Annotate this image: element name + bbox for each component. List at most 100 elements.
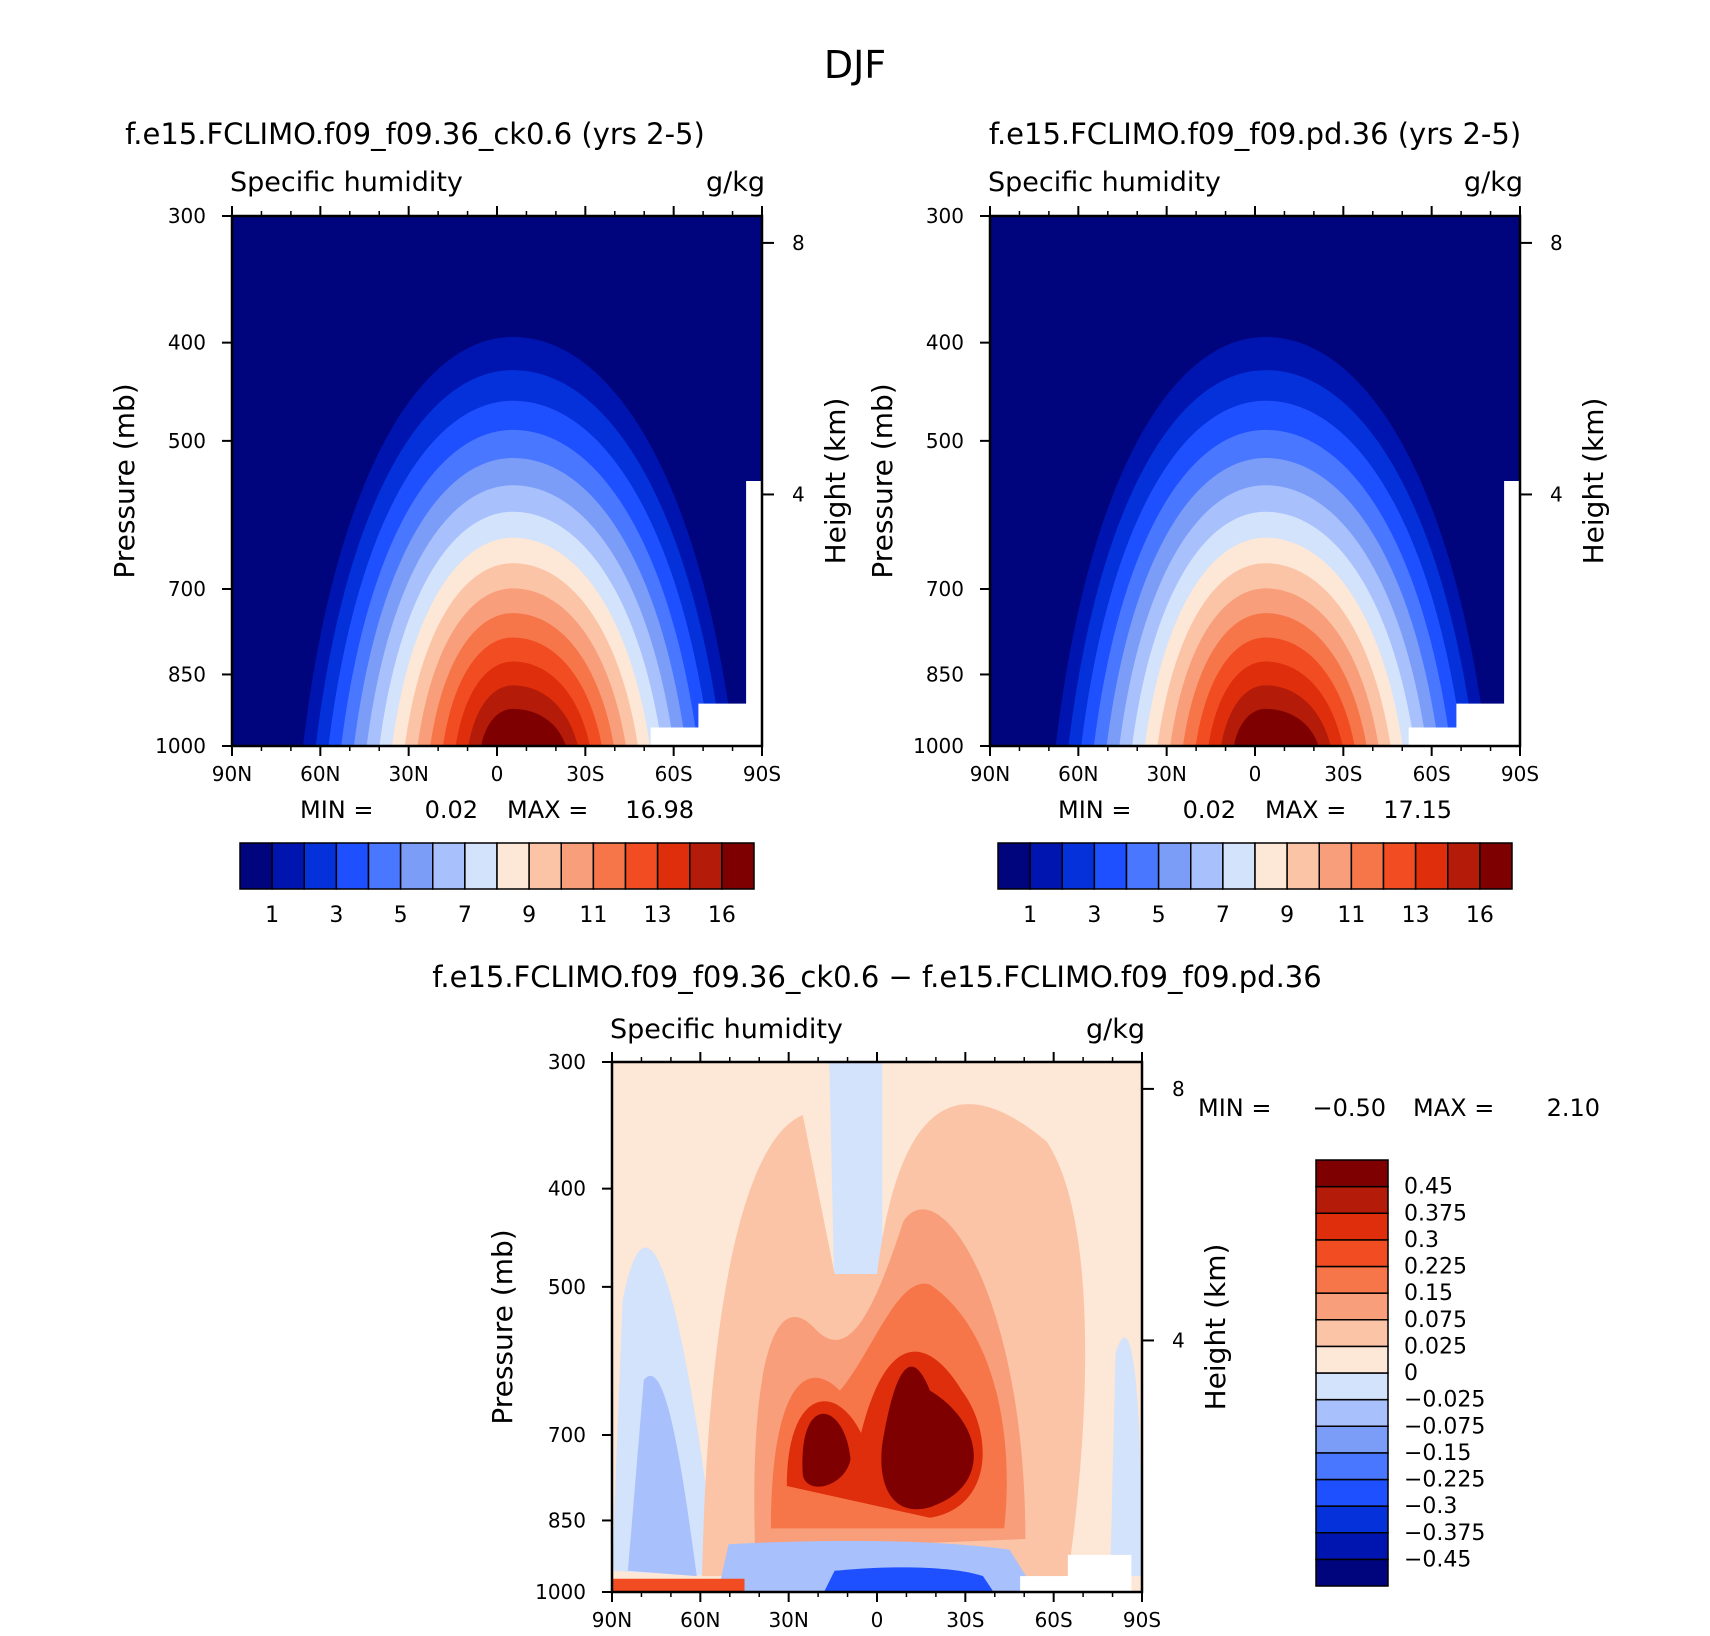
colorbar-box <box>303 842 338 890</box>
panel-3-max-label: MAX = <box>1413 1094 1494 1122</box>
y-tick-label: 1000 <box>913 734 964 758</box>
y-tick-label: 400 <box>168 331 206 355</box>
colorbar-box <box>689 842 723 890</box>
colorbar-box <box>399 842 434 890</box>
figure-title: DJF <box>824 43 886 87</box>
colorbar-box <box>1447 842 1481 890</box>
x-tick-label: 30N <box>768 1608 808 1632</box>
panel-1-min-value: 0.02 <box>425 796 478 824</box>
panel-1-variable-label: Specific humidity <box>230 167 463 198</box>
colorbar-label: 3 <box>329 903 343 928</box>
colorbar-label: 0.225 <box>1404 1255 1467 1280</box>
y-tick-label: 850 <box>168 662 206 686</box>
colorbar-label: −0.075 <box>1404 1414 1485 1439</box>
panel-3-ticks: 90N 60N 30N 0 30S 60S 90S 300 400 500 700 850 1000 8 4 <box>535 1050 1185 1632</box>
contour-band-15 <box>1233 708 1319 746</box>
contour-band-15 <box>481 708 566 746</box>
panel-2-y-axis-label: Pressure (mb) <box>866 383 899 578</box>
y-tick-label: 500 <box>926 429 964 453</box>
panel-1-max-value: 16.98 <box>625 796 694 824</box>
colorbar-box <box>1315 1265 1389 1294</box>
panel-1-min-label: MIN = <box>300 796 373 824</box>
colorbar-box <box>1350 842 1385 890</box>
x-tick-label: 30N <box>1146 762 1186 786</box>
x-tick-label: 30S <box>946 1608 984 1632</box>
y-tick-label: 400 <box>926 331 964 355</box>
colorbar-box <box>1315 1398 1389 1427</box>
panel-3-variable-label: Specific humidity <box>610 1014 843 1045</box>
panel-2-variable-label: Specific humidity <box>988 167 1221 198</box>
x-tick-label: 60S <box>1413 762 1451 786</box>
colorbar-box <box>1190 842 1224 890</box>
x-tick-label: 90S <box>743 762 781 786</box>
colorbar-box <box>496 842 530 890</box>
panel-3-colorbar: 0.450.3750.30.2250.150.0750.0250−0.025−0… <box>1315 1159 1485 1587</box>
colorbar-box <box>1125 842 1160 890</box>
colorbar-box <box>1315 1372 1389 1401</box>
panel-1-right-axis-label: Height (km) <box>819 398 852 565</box>
x-tick-label: 90N <box>592 1608 632 1632</box>
panel-3-max-value: 2.10 <box>1547 1094 1600 1122</box>
diff-right-blue <box>1110 1337 1142 1577</box>
colorbar-label: 1 <box>1023 903 1037 928</box>
colorbar-box <box>367 842 402 890</box>
panel-1-colorbar: 1 3 5 7 9 11 13 16 <box>239 842 755 928</box>
x-tick-label: 60S <box>1035 1608 1073 1632</box>
colorbar-label: 16 <box>1466 903 1494 928</box>
x-tick-label: 90N <box>212 762 252 786</box>
colorbar-label: 0.375 <box>1404 1201 1467 1226</box>
colorbar-box <box>1315 1558 1389 1587</box>
colorbar-box <box>1222 842 1256 890</box>
colorbar-box <box>335 842 370 890</box>
colorbar-box <box>1254 842 1288 890</box>
height-tick-label: 4 <box>1550 482 1563 506</box>
colorbar-label: −0.15 <box>1404 1441 1471 1466</box>
panel-3-units-label: g/kg <box>1086 1014 1145 1045</box>
colorbar-box <box>1315 1478 1389 1507</box>
colorbar-label: 9 <box>1280 903 1294 928</box>
colorbar-box <box>656 842 691 890</box>
panel-2-contour-field <box>990 216 1520 746</box>
panel-2-max-value: 17.15 <box>1383 796 1452 824</box>
colorbar-box <box>528 842 562 890</box>
colorbar-box <box>1315 1425 1389 1454</box>
x-tick-label: 0 <box>1249 762 1262 786</box>
panel-1-units-label: g/kg <box>706 167 765 198</box>
colorbar-box <box>1414 842 1449 890</box>
y-tick-label: 1000 <box>155 734 206 758</box>
colorbar-label: 5 <box>394 903 408 928</box>
x-tick-label: 0 <box>871 1608 884 1632</box>
colorbar-box <box>1029 842 1063 890</box>
panel-3-y-axis-label: Pressure (mb) <box>486 1229 519 1424</box>
height-tick-label: 8 <box>1172 1077 1185 1101</box>
colorbar-label: −0.225 <box>1404 1468 1485 1493</box>
diff-darkred-right <box>881 1366 974 1510</box>
colorbar-box <box>1315 1319 1389 1348</box>
x-tick-label: 90S <box>1123 1608 1161 1632</box>
colorbar-box <box>1061 842 1096 890</box>
colorbar-box <box>1315 1239 1389 1268</box>
panel-2-ticks: 90N 60N 30N 0 30S 60S 90S 300 400 500 700 850 1000 8 4 <box>913 204 1563 786</box>
missing-data-region <box>1020 1554 1132 1592</box>
x-tick-label: 90N <box>970 762 1010 786</box>
colorbar-label: 11 <box>1337 903 1365 928</box>
panel-1-ticks: 90N 60N 30N 0 30S 60S 90S 300 400 500 700 850 1000 8 4 <box>155 204 805 786</box>
y-tick-label: 700 <box>168 577 206 601</box>
colorbar-label: 11 <box>579 903 607 928</box>
colorbar-box <box>1093 842 1128 890</box>
colorbar-box <box>1315 1505 1389 1534</box>
diff-left-blue-2 <box>627 1375 697 1577</box>
x-tick-label: 0 <box>491 762 504 786</box>
colorbar-label: 5 <box>1152 903 1166 928</box>
colorbar-label: −0.375 <box>1404 1521 1485 1546</box>
diff-darkred-left <box>802 1413 851 1487</box>
panel-2: f.e15.FCLIMO.f09_f09.pd.36 (yrs 2-5) Spe… <box>866 117 1610 928</box>
colorbar-label: −0.3 <box>1404 1494 1457 1519</box>
panel-1-title: f.e15.FCLIMO.f09_f09.36_ck0.6 (yrs 2-5) <box>125 117 705 151</box>
colorbar-label: 7 <box>458 903 472 928</box>
panel-2-min-value: 0.02 <box>1183 796 1236 824</box>
y-tick-label: 700 <box>548 1423 586 1447</box>
colorbar-label: −0.025 <box>1404 1388 1485 1413</box>
colorbar-box <box>560 842 595 890</box>
colorbar-label: 0.3 <box>1404 1228 1439 1253</box>
